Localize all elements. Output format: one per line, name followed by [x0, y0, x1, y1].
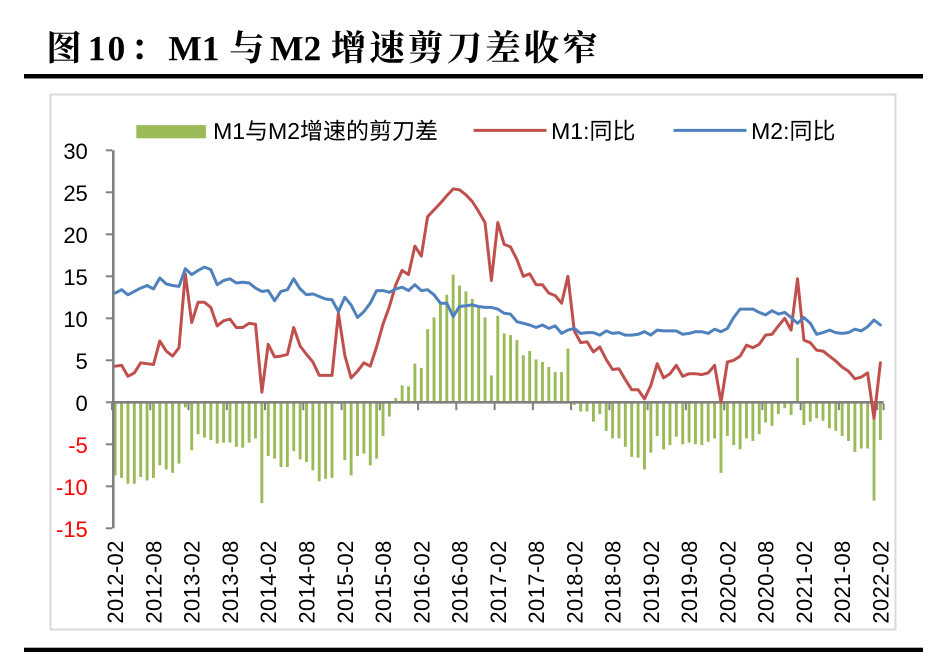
- svg-text:2021-02: 2021-02: [792, 541, 817, 624]
- svg-text:2013-02: 2013-02: [180, 541, 205, 624]
- svg-text:2017-02: 2017-02: [486, 541, 511, 624]
- svg-text:2020-02: 2020-02: [715, 541, 740, 624]
- svg-text:2013-08: 2013-08: [218, 541, 243, 624]
- svg-text:2021-08: 2021-08: [830, 541, 855, 624]
- svg-text:2015-02: 2015-02: [333, 541, 358, 624]
- svg-text:2018-08: 2018-08: [601, 541, 626, 624]
- svg-text:2014-02: 2014-02: [256, 541, 281, 624]
- svg-text:0: 0: [76, 391, 88, 416]
- svg-text:2014-08: 2014-08: [295, 541, 320, 624]
- svg-text:2012-08: 2012-08: [142, 541, 167, 624]
- svg-text:2012-02: 2012-02: [103, 541, 128, 624]
- svg-text:-10: -10: [56, 475, 88, 500]
- svg-text:15: 15: [63, 265, 87, 290]
- svg-text:2019-02: 2019-02: [639, 541, 664, 624]
- svg-text:-5: -5: [68, 433, 88, 458]
- svg-text:20: 20: [63, 223, 87, 248]
- svg-text:2020-08: 2020-08: [754, 541, 779, 624]
- svg-text:2019-08: 2019-08: [677, 541, 702, 624]
- svg-text:2017-08: 2017-08: [524, 541, 549, 624]
- svg-text:2022-02: 2022-02: [868, 541, 893, 624]
- svg-text:2016-08: 2016-08: [448, 541, 473, 624]
- svg-text:30: 30: [63, 139, 87, 164]
- svg-text:-15: -15: [56, 517, 88, 542]
- svg-text:10: 10: [63, 307, 87, 332]
- svg-text:2016-02: 2016-02: [409, 541, 434, 624]
- svg-text:2015-08: 2015-08: [371, 541, 396, 624]
- svg-text:5: 5: [76, 349, 88, 374]
- svg-text:25: 25: [63, 181, 87, 206]
- svg-text:2018-02: 2018-02: [562, 541, 587, 624]
